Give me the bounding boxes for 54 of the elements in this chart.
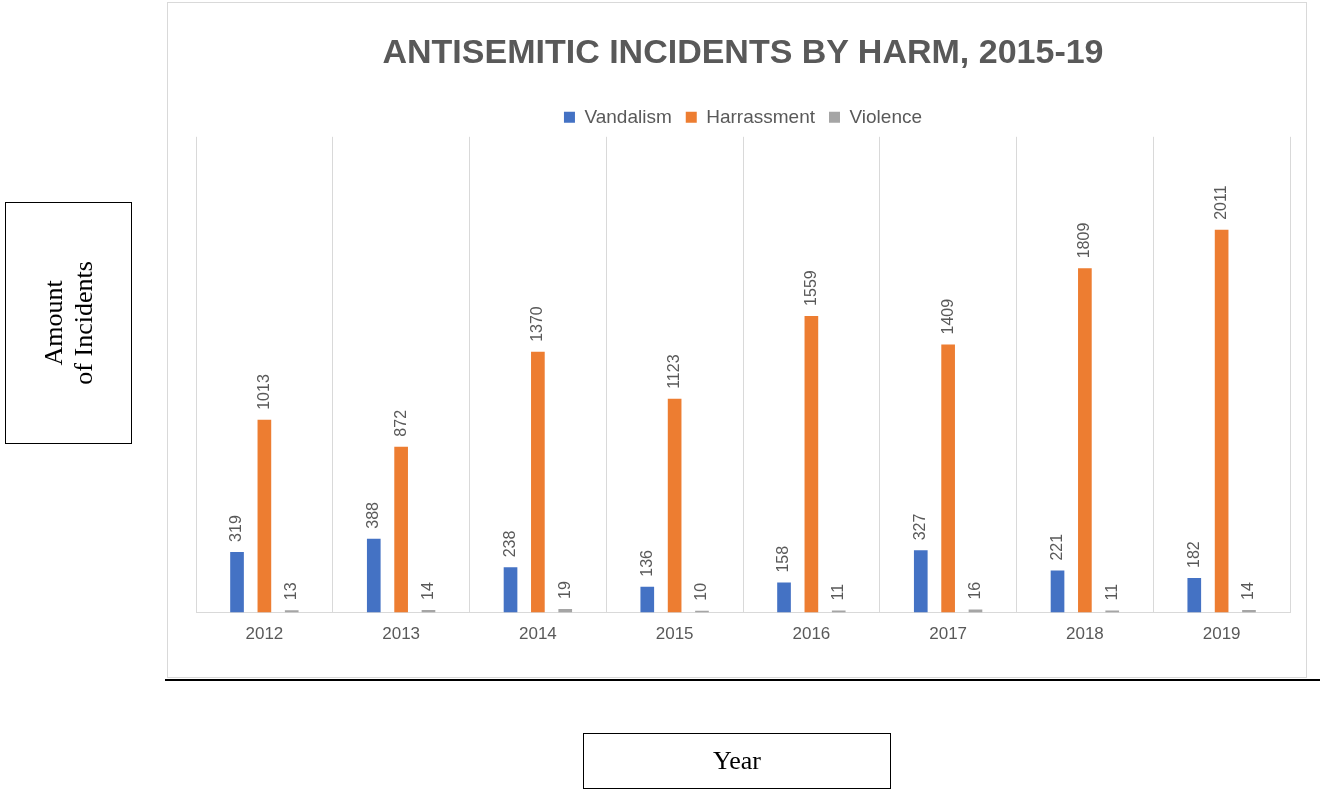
data-label: 158 xyxy=(774,545,792,573)
bar xyxy=(503,567,518,613)
data-label: 388 xyxy=(364,501,382,529)
data-label: 19 xyxy=(555,581,573,599)
bar xyxy=(941,344,955,613)
data-label: 327 xyxy=(911,513,929,541)
data-label: 11 xyxy=(1102,583,1120,601)
data-label: 1809 xyxy=(1075,222,1093,259)
x-tick-label: 2015 xyxy=(655,624,694,644)
data-label: 1370 xyxy=(528,306,546,342)
legend-label: Harrassment xyxy=(706,105,816,127)
chart-title: ANTISEMITIC INCIDENTS BY HARM, 2015-19 xyxy=(382,31,1104,70)
x-tick-label: 2012 xyxy=(245,624,284,644)
x-axis-title: Year xyxy=(583,733,891,789)
bar xyxy=(1078,268,1092,613)
data-label: 16 xyxy=(965,581,983,600)
x-tick-label: 2013 xyxy=(382,624,421,644)
legend-label: Violence xyxy=(849,105,923,127)
bar xyxy=(667,398,682,613)
x-tick-label: 2018 xyxy=(1065,624,1104,644)
data-label: 182 xyxy=(1184,541,1202,568)
bar xyxy=(640,586,655,613)
x-tick-label: 2019 xyxy=(1202,624,1241,644)
y-axis-title: Amount of Incidents xyxy=(38,260,99,386)
bar xyxy=(366,538,381,613)
bar xyxy=(1050,570,1065,613)
x-tick-label: 2014 xyxy=(518,624,557,644)
bar xyxy=(257,419,272,613)
data-label: 319 xyxy=(227,515,245,542)
bar xyxy=(913,550,928,613)
x-tick-label: 2017 xyxy=(929,624,968,644)
bar xyxy=(804,315,819,613)
bar xyxy=(394,446,408,613)
x-tick-label: 2016 xyxy=(792,624,831,644)
data-label: 1559 xyxy=(801,270,819,306)
data-label: 11 xyxy=(829,583,847,601)
bar xyxy=(1187,577,1202,613)
legend-label: Vandalism xyxy=(584,105,672,127)
data-label: 136 xyxy=(637,549,655,577)
bar xyxy=(531,351,545,613)
bar xyxy=(777,582,791,613)
data-label: 14 xyxy=(1239,582,1257,600)
data-label: 872 xyxy=(391,409,409,437)
data-label: 1123 xyxy=(665,354,683,389)
data-label: 238 xyxy=(500,530,518,558)
data-label: 10 xyxy=(692,582,710,601)
data-label: 221 xyxy=(1047,533,1065,561)
bar xyxy=(230,551,244,613)
data-label: 14 xyxy=(418,582,436,600)
data-label: 2011 xyxy=(1212,185,1230,220)
data-label: 13 xyxy=(282,582,300,601)
data-label: 1013 xyxy=(254,374,272,410)
data-label: 1409 xyxy=(938,298,956,335)
bar xyxy=(1214,229,1229,613)
